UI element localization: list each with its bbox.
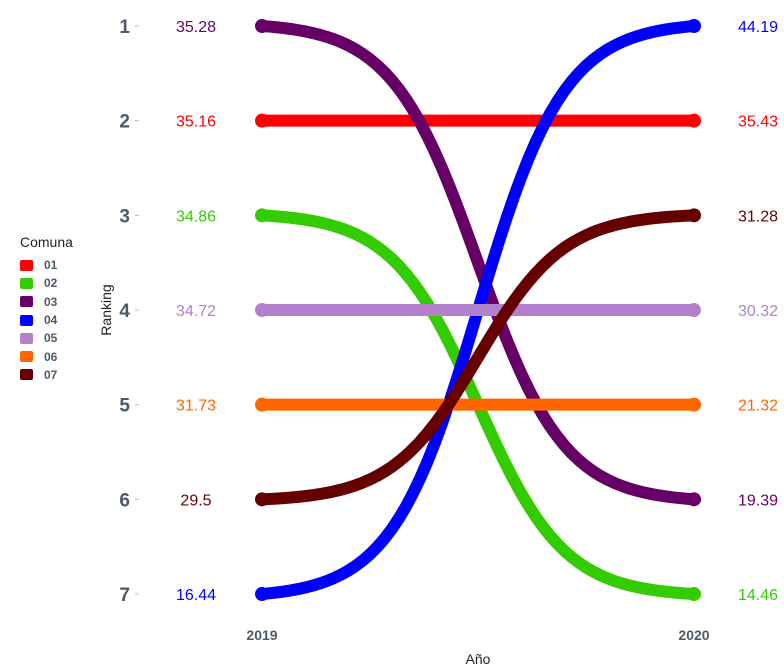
y-tick-label: 6 xyxy=(119,490,130,511)
series-lines xyxy=(256,20,700,601)
legend-item-04: 04 xyxy=(20,311,73,329)
y-tick-label: 3 xyxy=(119,206,130,227)
legend-label: 04 xyxy=(44,313,58,328)
series-point-05 xyxy=(687,303,701,318)
x-tick-label: 2019 xyxy=(246,627,277,643)
value-label-02-2020: 14.46 xyxy=(738,587,778,604)
legend-title: Comuna xyxy=(20,234,73,250)
legend-swatch xyxy=(20,259,33,271)
value-label-04-2020: 44.19 xyxy=(738,19,778,36)
legend-item-01: 01 xyxy=(20,256,73,274)
value-label-06-2019: 31.73 xyxy=(176,398,216,415)
x-axis-title: Año xyxy=(466,651,491,667)
series-point-03 xyxy=(255,19,269,33)
series-point-06 xyxy=(255,397,269,412)
value-label-05-2020: 30.32 xyxy=(738,303,778,320)
y-tick-label: 2 xyxy=(119,112,130,133)
legend-swatch xyxy=(20,332,33,344)
series-point-01 xyxy=(687,113,701,128)
x-tick-label: 2020 xyxy=(678,627,709,643)
series-points xyxy=(255,19,701,602)
series-point-07 xyxy=(255,492,269,507)
series-point-03 xyxy=(687,492,701,507)
legend-label: 07 xyxy=(44,367,58,382)
legend-swatch xyxy=(20,314,33,326)
legend-swatch xyxy=(20,369,33,381)
y-tick-label: 4 xyxy=(119,301,130,322)
value-label-04-2019: 16.44 xyxy=(176,587,216,604)
value-label-07-2019: 29.5 xyxy=(180,492,211,509)
legend-label: 05 xyxy=(44,331,58,346)
series-point-04 xyxy=(687,19,701,33)
data-labels: 35.16 35.43 34.86 14.46 35.28 19.39 16.44 44.19… xyxy=(176,19,778,604)
legend-label: 03 xyxy=(44,294,58,309)
legend-label: 01 xyxy=(44,258,58,273)
value-label-01-2019: 35.16 xyxy=(176,114,216,131)
series-point-07 xyxy=(687,208,701,223)
series-line-07 xyxy=(256,209,700,506)
y-axis-ticks: 1 2 3 4 5 6 7 xyxy=(119,17,139,606)
value-label-03-2020: 19.39 xyxy=(738,492,778,509)
y-axis-title: Ranking xyxy=(98,284,114,335)
legend-item-06: 06 xyxy=(20,347,73,365)
legend-item-07: 07 xyxy=(20,366,73,384)
value-label-06-2020: 21.32 xyxy=(738,398,778,415)
legend-item-02: 02 xyxy=(20,274,73,292)
legend-swatch xyxy=(20,277,33,289)
series-line-03 xyxy=(256,20,700,506)
legend: Comuna 01 02 03 04 05 06 07 xyxy=(20,234,73,384)
y-tick-label: 5 xyxy=(119,396,130,417)
x-axis-ticks: 2019 2020 xyxy=(246,627,709,643)
series-point-02 xyxy=(255,208,269,223)
legend-swatch xyxy=(20,351,33,363)
series-point-06 xyxy=(687,397,701,412)
legend-label: 06 xyxy=(44,349,58,364)
y-tick-label: 7 xyxy=(119,585,130,606)
value-label-07-2020: 31.28 xyxy=(738,208,778,225)
legend-label: 02 xyxy=(44,276,58,291)
legend-item-05: 05 xyxy=(20,329,73,347)
series-point-01 xyxy=(255,113,269,128)
legend-item-03: 03 xyxy=(20,293,73,311)
value-label-02-2019: 34.86 xyxy=(176,208,216,225)
legend-swatch xyxy=(20,296,33,308)
series-point-05 xyxy=(255,303,269,318)
value-label-03-2019: 35.28 xyxy=(176,19,216,36)
legend-items: 01 02 03 04 05 06 07 xyxy=(20,256,73,384)
series-point-02 xyxy=(687,587,701,602)
value-label-05-2019: 34.72 xyxy=(176,303,216,320)
value-label-01-2020: 35.43 xyxy=(738,114,778,131)
series-point-04 xyxy=(255,587,269,602)
y-tick-label: 1 xyxy=(119,17,130,38)
